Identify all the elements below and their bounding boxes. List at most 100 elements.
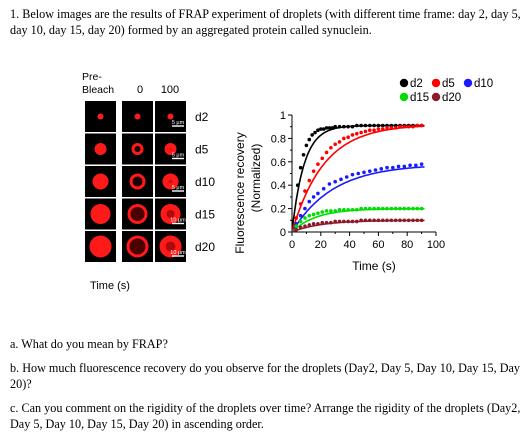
data-point-d20 xyxy=(346,219,350,224)
y-tick-label: 0.2 xyxy=(271,204,286,216)
legend-marker-d2 xyxy=(399,78,409,88)
y-axis-label-line2: (Normalized) xyxy=(249,144,263,213)
col-0-label: 0 xyxy=(137,84,143,96)
data-point-d10 xyxy=(298,213,303,218)
micrograph-cell: 10 μm xyxy=(155,231,186,262)
data-point-d2 xyxy=(307,137,312,142)
micrograph-cell: 10 μm xyxy=(155,198,186,230)
data-point-d20 xyxy=(311,222,316,226)
micrograph-panel: Pre- Bleach 0 100 5 μm 5 μm 5 μm 10 μm 10 μm… xyxy=(82,71,215,292)
data-point-d2 xyxy=(346,124,350,129)
data-point-d2 xyxy=(380,123,385,128)
data-point-d10 xyxy=(402,164,407,169)
question-b: b. How much fluorescence recovery do you… xyxy=(10,361,521,391)
data-point-d2 xyxy=(298,165,303,170)
x-tick-label: 20 xyxy=(315,239,327,251)
micrograph-cell xyxy=(122,101,153,132)
col-100-label: 100 xyxy=(161,84,179,96)
data-point-d20 xyxy=(324,220,329,225)
y-tick-label: 0.8 xyxy=(271,133,286,145)
data-point-d5 xyxy=(385,126,389,130)
data-point-d2 xyxy=(337,124,342,129)
legend-marker-d15 xyxy=(399,92,409,102)
data-point-d10 xyxy=(321,186,326,191)
micrograph-row-label: d20 xyxy=(195,240,215,254)
legend-label-d5: d5 xyxy=(442,78,455,90)
fit-curve-d10 xyxy=(291,166,425,233)
micrograph-cell xyxy=(85,198,116,230)
x-tick-label: 60 xyxy=(372,239,384,251)
data-point-d15 xyxy=(359,206,363,211)
col-prebleach-line2: Bleach xyxy=(82,84,114,96)
data-point-d5 xyxy=(311,169,316,173)
legend-marker-d20 xyxy=(431,92,441,102)
data-point-d10 xyxy=(350,172,355,177)
data-point-d15 xyxy=(316,211,320,216)
data-point-d10 xyxy=(379,167,384,171)
data-point-d5 xyxy=(406,124,411,129)
data-point-d15 xyxy=(398,206,402,211)
data-point-d5 xyxy=(337,140,342,144)
data-point-d2 xyxy=(301,152,306,157)
data-point-d10 xyxy=(362,170,366,175)
data-point-d15 xyxy=(411,206,415,211)
data-point-d2 xyxy=(321,127,326,131)
data-point-d20 xyxy=(320,220,325,225)
data-point-d10 xyxy=(408,163,412,168)
data-point-d5 xyxy=(376,127,381,131)
micrograph-cell xyxy=(122,133,153,165)
micrograph-row-label: d2 xyxy=(195,110,209,124)
data-point-d15 xyxy=(419,206,424,211)
data-point-d5 xyxy=(342,136,346,141)
micrograph-cell xyxy=(85,133,116,165)
data-point-d20 xyxy=(415,218,420,223)
data-point-d10 xyxy=(367,169,372,173)
data-point-d5 xyxy=(324,150,329,155)
data-point-d15 xyxy=(406,206,411,211)
legend-label-d2: d2 xyxy=(410,78,423,90)
data-point-d2 xyxy=(316,128,320,133)
data-point-d5 xyxy=(411,124,415,129)
data-point-d5 xyxy=(372,128,376,133)
data-point-d5 xyxy=(307,178,312,183)
data-point-d20 xyxy=(380,218,385,223)
data-point-d10 xyxy=(373,168,378,172)
data-point-d5 xyxy=(419,123,424,128)
data-point-d10 xyxy=(419,162,424,166)
data-point-d5 xyxy=(350,133,355,137)
legend-marker-d5 xyxy=(431,78,441,88)
x-tick-label: 80 xyxy=(401,239,413,251)
data-point-d15 xyxy=(389,206,394,211)
data-point-d15 xyxy=(333,209,338,213)
micrograph-cell: 5 μm xyxy=(155,166,186,197)
data-point-d20 xyxy=(303,224,307,228)
data-point-d10 xyxy=(307,199,312,204)
data-point-d2 xyxy=(350,124,355,129)
x-axis-label: Time (s) xyxy=(352,259,396,273)
data-point-d20 xyxy=(342,219,346,224)
data-point-d15 xyxy=(367,206,372,211)
data-point-d15 xyxy=(380,206,385,211)
micrograph-cell xyxy=(85,101,116,132)
data-point-d15 xyxy=(350,207,355,212)
data-point-d10 xyxy=(344,175,349,179)
data-point-d2 xyxy=(304,143,309,148)
data-point-d15 xyxy=(363,206,368,211)
legend: d2 d5 d10 d15 d20 xyxy=(399,78,493,104)
data-point-d20 xyxy=(337,219,342,224)
data-point-d15 xyxy=(393,206,398,211)
fit-curve-d2 xyxy=(291,124,425,233)
data-point-d2 xyxy=(376,123,381,128)
data-point-d10 xyxy=(333,179,338,184)
micrograph-cell xyxy=(122,166,153,197)
data-point-d20 xyxy=(385,218,389,223)
micrograph-cell xyxy=(122,198,153,230)
y-tick-label: 0 xyxy=(280,227,286,239)
data-point-d10 xyxy=(303,206,307,211)
data-point-d2 xyxy=(359,123,363,128)
question-intro: 1. Below images are the results of FRAP … xyxy=(10,7,521,37)
data-point-d15 xyxy=(294,224,299,228)
data-point-d20 xyxy=(350,219,355,224)
data-point-d5 xyxy=(298,202,303,206)
